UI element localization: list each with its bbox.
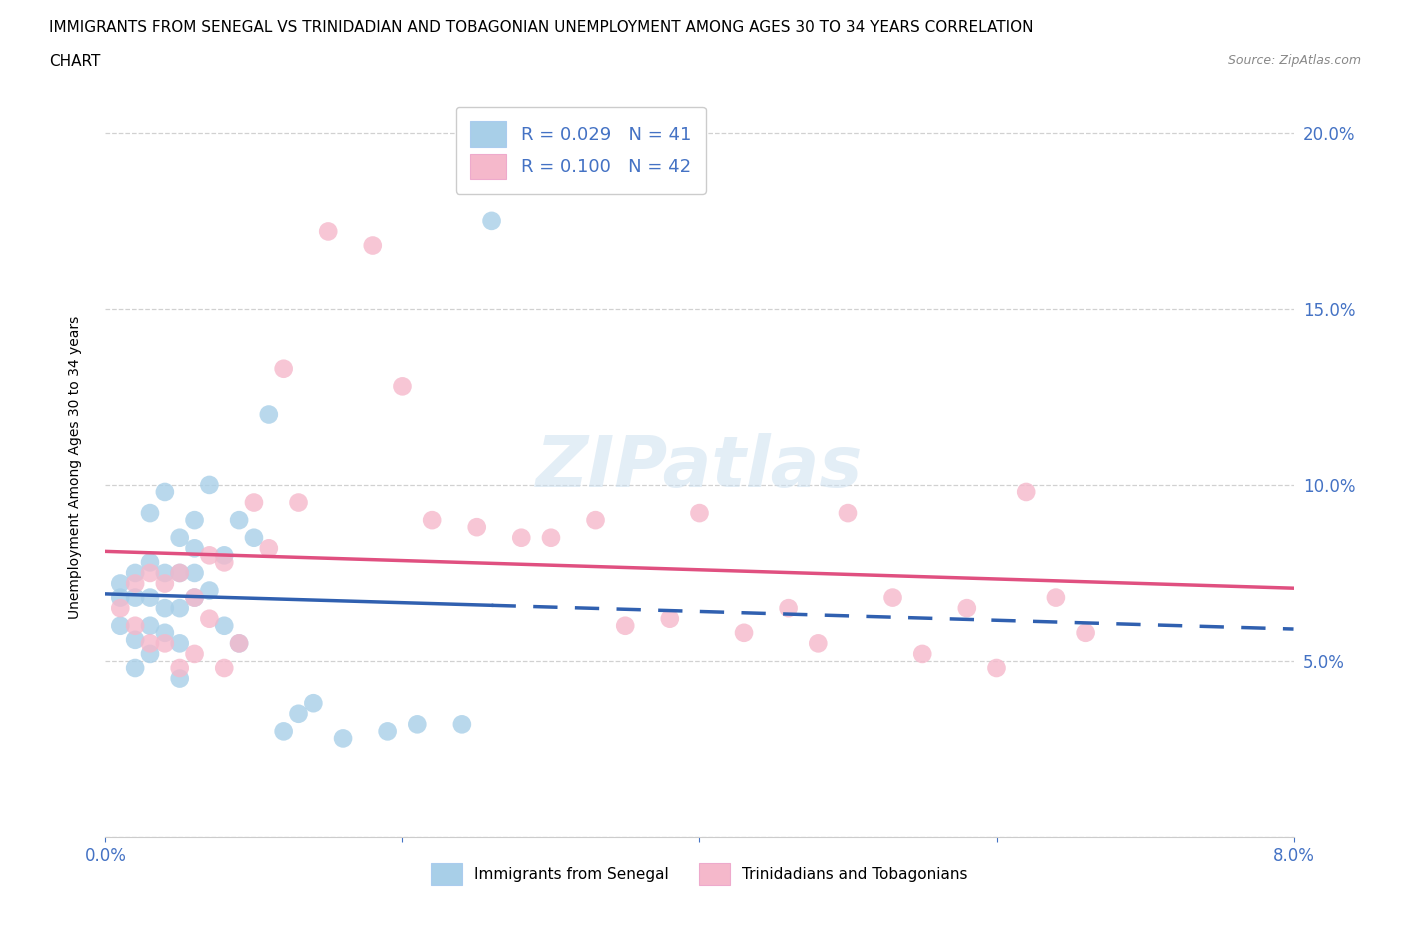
Point (911, 646, 934, 661)
Point (450, 717, 472, 732)
Point (139, 555, 162, 570)
Point (124, 591, 146, 605)
Point (257, 541, 280, 556)
Point (1015, 485, 1038, 499)
Point (837, 506, 859, 521)
Point (540, 530, 562, 545)
Point (169, 660, 191, 675)
Point (273, 724, 295, 738)
Point (1045, 591, 1067, 605)
Point (689, 506, 711, 521)
Point (198, 548, 221, 563)
Point (169, 530, 191, 545)
Point (124, 576, 146, 591)
Point (124, 632, 146, 647)
Point (956, 601, 979, 616)
Point (124, 660, 146, 675)
Point (1074, 625, 1097, 640)
Point (139, 506, 162, 521)
Point (183, 512, 205, 527)
Point (391, 379, 413, 393)
Point (243, 530, 266, 545)
Point (183, 591, 205, 605)
Point (228, 512, 250, 527)
Point (585, 512, 607, 527)
Point (110, 591, 132, 605)
Point (481, 214, 503, 229)
Point (198, 477, 221, 492)
Point (153, 625, 176, 640)
Point (882, 591, 904, 605)
Point (614, 618, 637, 633)
Point (169, 636, 191, 651)
Point (169, 565, 191, 580)
Point (139, 618, 162, 633)
Point (153, 636, 176, 651)
Legend: Immigrants from Senegal, Trinidadians and Tobagonians: Immigrants from Senegal, Trinidadians an… (423, 856, 976, 892)
Point (183, 541, 205, 556)
Point (733, 625, 755, 640)
Point (169, 601, 191, 616)
Point (302, 696, 325, 711)
Y-axis label: Unemployment Among Ages 30 to 34 years: Unemployment Among Ages 30 to 34 years (67, 315, 82, 619)
Point (420, 512, 443, 527)
Point (465, 520, 488, 535)
Text: Source: ZipAtlas.com: Source: ZipAtlas.com (1227, 54, 1361, 67)
Point (658, 611, 681, 626)
Point (807, 636, 830, 651)
Point (169, 671, 191, 686)
Point (214, 660, 236, 675)
Point (257, 407, 280, 422)
Point (124, 618, 146, 633)
Point (510, 530, 533, 545)
Point (110, 601, 132, 616)
Point (228, 636, 250, 651)
Point (153, 601, 176, 616)
Point (183, 646, 205, 661)
Point (124, 565, 146, 580)
Point (139, 565, 162, 580)
Text: IMMIGRANTS FROM SENEGAL VS TRINIDADIAN AND TOBAGONIAN UNEMPLOYMENT AMONG AGES 30: IMMIGRANTS FROM SENEGAL VS TRINIDADIAN A… (49, 20, 1033, 35)
Point (110, 618, 132, 633)
Point (153, 576, 176, 591)
Point (406, 717, 429, 732)
Point (153, 565, 176, 580)
Point (169, 565, 191, 580)
Text: ZIPatlas: ZIPatlas (536, 432, 863, 502)
Point (139, 591, 162, 605)
Point (110, 576, 132, 591)
Point (139, 636, 162, 651)
Point (214, 548, 236, 563)
Point (986, 660, 1008, 675)
Point (361, 238, 384, 253)
Text: CHART: CHART (49, 54, 101, 69)
Point (287, 707, 309, 722)
Point (316, 224, 339, 239)
Point (377, 724, 399, 738)
Point (778, 601, 800, 616)
Point (214, 555, 236, 570)
Point (273, 361, 295, 376)
Point (198, 583, 221, 598)
Point (243, 495, 266, 510)
Point (228, 636, 250, 651)
Point (183, 565, 205, 580)
Point (287, 495, 309, 510)
Point (183, 591, 205, 605)
Point (214, 618, 236, 633)
Point (139, 646, 162, 661)
Point (198, 611, 221, 626)
Point (332, 731, 354, 746)
Point (153, 485, 176, 499)
